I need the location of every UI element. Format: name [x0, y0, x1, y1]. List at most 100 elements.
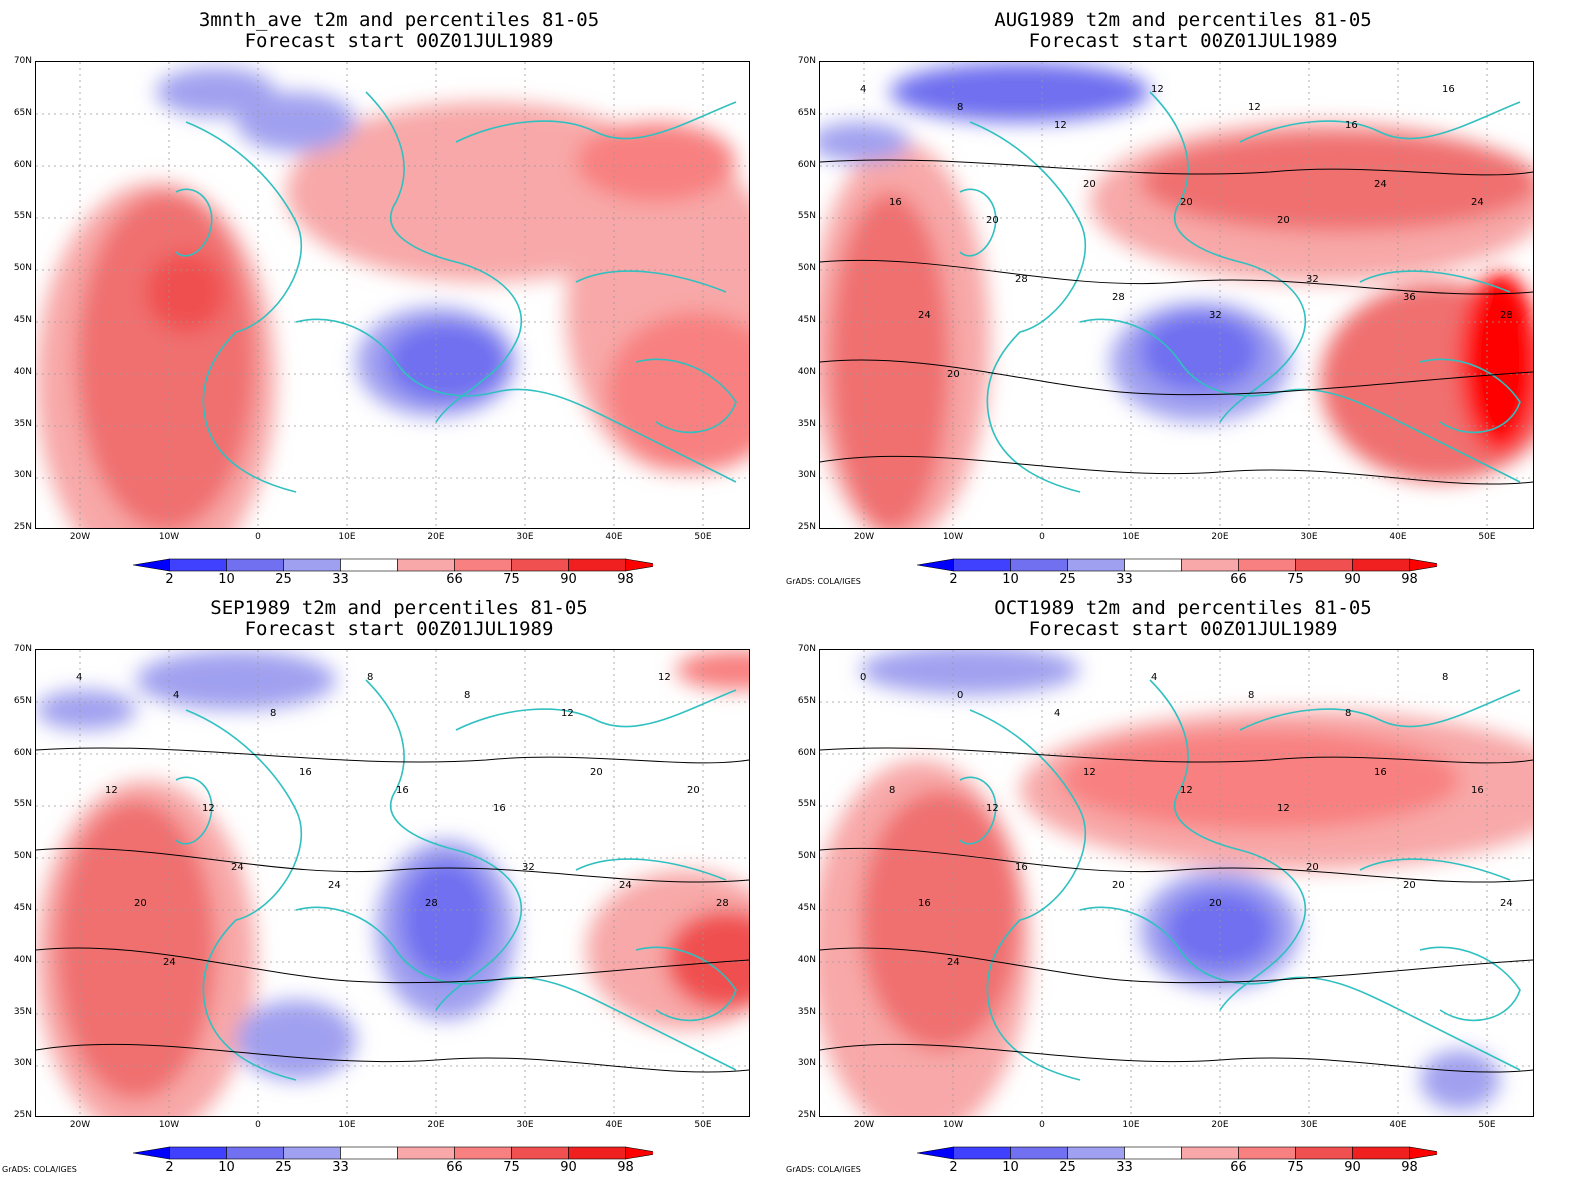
coastline — [1359, 270, 1511, 293]
panel-subtitle: Forecast start 00Z01JUL1989 — [244, 30, 554, 52]
colorbar-label: 98 — [617, 1160, 634, 1175]
latitude-label: 30N — [797, 1058, 816, 1069]
colorbar-arrow — [132, 558, 170, 572]
latitude-label: 70N — [797, 644, 816, 654]
colorbar-label: 10 — [1002, 1160, 1019, 1175]
contour-label: 20 — [1306, 862, 1319, 873]
contour-label: 28 — [1015, 274, 1028, 285]
isotherm — [36, 847, 749, 883]
shading-region — [606, 312, 749, 472]
longitude-label: 30E — [1300, 1120, 1318, 1130]
latitude-label: 55N — [797, 211, 816, 222]
contour-label: 4 — [1054, 708, 1060, 719]
contour-label: 28 — [1112, 292, 1125, 303]
latitude-label: 40N — [13, 366, 32, 377]
colorbar-swatch — [1010, 558, 1068, 572]
contour-label: 24 — [163, 957, 176, 968]
longitude-label: 30E — [516, 532, 534, 542]
coastline — [185, 709, 302, 1081]
coastline — [1149, 91, 1307, 423]
coastline — [295, 318, 737, 483]
colorbar-label: 2 — [165, 1160, 174, 1175]
contour-label: 16 — [1442, 84, 1455, 95]
shading-region — [236, 1000, 356, 1080]
contour-label: 12 — [1248, 102, 1261, 113]
coastline — [1419, 946, 1521, 1022]
isotherm — [820, 359, 1533, 396]
longitude-label: 20W — [69, 532, 91, 542]
colorbar-label: 98 — [1401, 1160, 1418, 1175]
latitude-label: 70N — [797, 56, 816, 66]
contour-label: 8 — [464, 690, 470, 701]
shading-region — [860, 790, 1020, 1050]
contour-label: 16 — [493, 803, 506, 814]
shading-region — [156, 67, 276, 117]
contour-label: 8 — [889, 785, 895, 796]
colorbar-label: 25 — [1059, 1160, 1076, 1175]
contour-label: 12 — [1180, 785, 1193, 796]
colorbar-label: 90 — [1344, 572, 1361, 587]
latitude-label: 60N — [797, 159, 816, 170]
colorbar-swatch — [953, 558, 1011, 572]
isotherm — [36, 1043, 749, 1073]
shading-region — [56, 800, 216, 1100]
panel-subtitle: Forecast start 00Z01JUL1989 — [1028, 30, 1338, 52]
contour-label: 16 — [918, 898, 931, 909]
latitude-label: 40N — [13, 954, 32, 965]
longitude-label: 40E — [1389, 1120, 1407, 1130]
latitude-label: 30N — [13, 1058, 32, 1069]
isotherm — [820, 947, 1533, 984]
longitude-label: 10E — [338, 1120, 356, 1130]
shading-region — [1420, 1050, 1500, 1110]
colorbar-swatch — [283, 558, 341, 572]
latitude-label: 25N — [13, 1110, 32, 1121]
colorbar-label: 33 — [332, 1160, 349, 1175]
contour-label: 0 — [957, 690, 963, 701]
latitude-label: 35N — [797, 418, 816, 429]
longitude-label: 20E — [427, 532, 445, 542]
isotherm — [820, 259, 1533, 295]
coastline — [1359, 858, 1511, 881]
longitude-label: 20E — [427, 1120, 445, 1130]
latitude-label: 55N — [13, 799, 32, 810]
contour-label: 16 — [1374, 767, 1387, 778]
latitude-label: 35N — [13, 418, 32, 429]
colorbar-swatch — [169, 1146, 227, 1160]
latitude-label: 40N — [797, 954, 816, 965]
latitude-label: 45N — [13, 903, 32, 913]
coastline — [175, 188, 213, 257]
colorbar-label: 66 — [446, 1160, 463, 1175]
contour-label: 28 — [716, 898, 729, 909]
shading-region — [1460, 272, 1533, 452]
colorbar-swatch — [1352, 558, 1410, 572]
contour-label: 8 — [1248, 690, 1254, 701]
latitude-label: 60N — [13, 159, 32, 170]
colorbar-arrow — [132, 1146, 170, 1160]
latitude-label: 65N — [797, 695, 816, 706]
contour-label: 32 — [1306, 274, 1319, 285]
longitude-label: 40E — [605, 1120, 623, 1130]
longitude-label: 10W — [158, 1120, 180, 1130]
contour-label: 8 — [270, 708, 276, 719]
contour-label: 16 — [1471, 785, 1484, 796]
panel-subtitle: Forecast start 00Z01JUL1989 — [1028, 618, 1338, 640]
map-frame: 0 0 4 4 8 8 8 8 12 12 12 12 16 16 16 16 20 20 20 20 24 24 — [819, 649, 1534, 1117]
longitude-label: 20W — [853, 532, 875, 542]
coastline — [185, 121, 302, 493]
latitude-label: 60N — [797, 747, 816, 758]
longitude-label: 10E — [1122, 1120, 1140, 1130]
credit-text: GrADS: COLA/IGES — [786, 577, 861, 586]
map-canvas: 4 4 8 8 8 12 12 12 12 16 16 16 20 20 20 24 24 28 32 24 28 24 — [36, 650, 749, 1116]
contour-label: 28 — [1500, 310, 1513, 321]
contour-label: 24 — [231, 862, 244, 873]
colorbar-swatch — [1181, 1146, 1239, 1160]
colorbar-arrow — [625, 558, 662, 572]
coastline — [969, 121, 1086, 493]
colorbar-label: 25 — [275, 1160, 292, 1175]
contour-label: 20 — [1083, 179, 1096, 190]
contour-label: 20 — [134, 898, 147, 909]
colorbar-label: 90 — [1344, 1160, 1361, 1175]
shading-region — [676, 650, 749, 690]
contour-label: 24 — [619, 880, 632, 891]
colorbar-label: 2 — [165, 572, 174, 587]
